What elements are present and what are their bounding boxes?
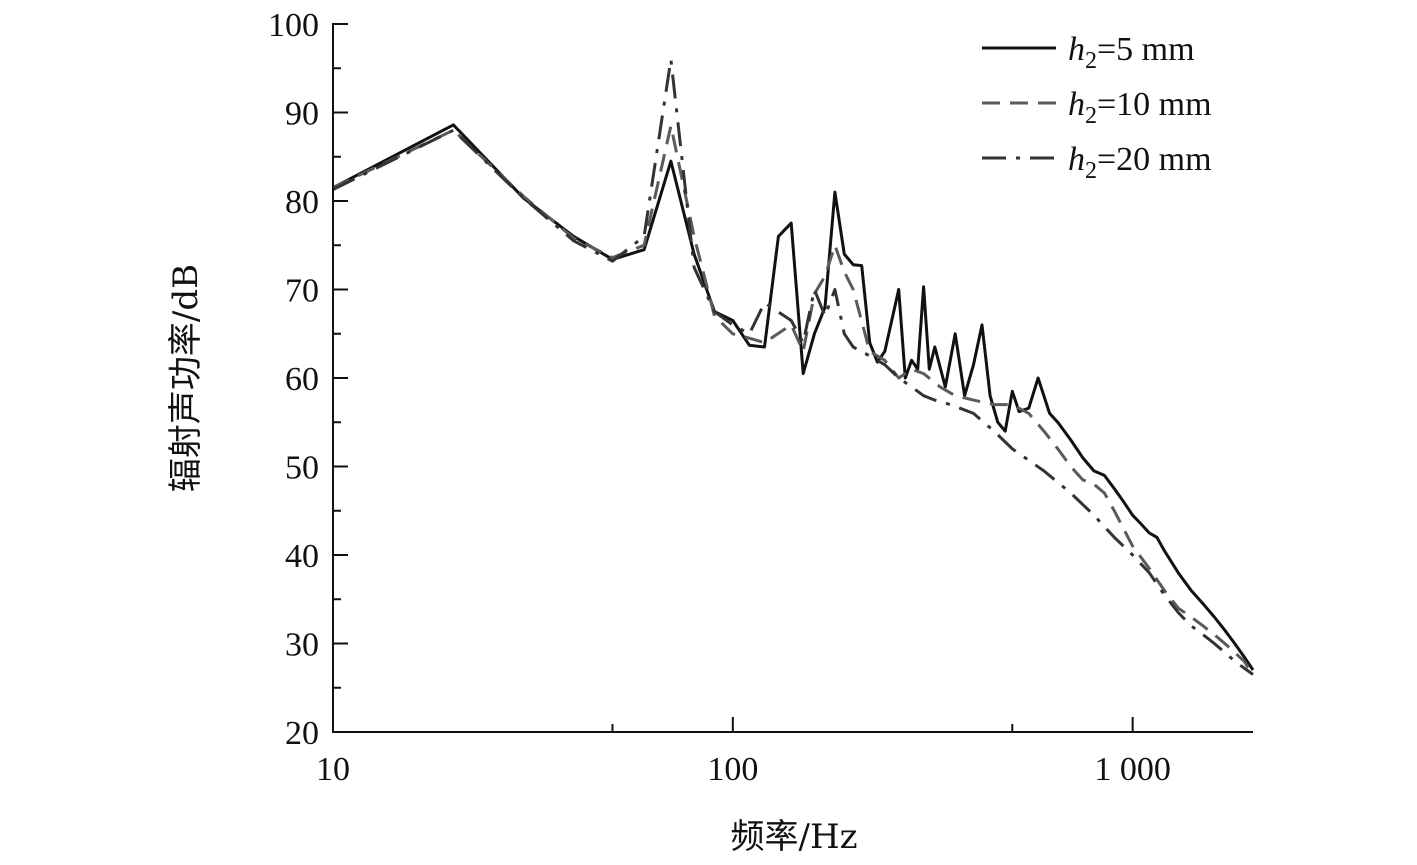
series-line-2 (332, 124, 1255, 676)
y-axis-title: 辐射声功率/dB (166, 264, 206, 492)
plot-lines (332, 57, 1255, 676)
y-tick-label: 50 (285, 450, 319, 487)
legend-label-3: h2=20 mm (1068, 141, 1212, 184)
y-tick-label: 80 (285, 184, 319, 221)
legend-label-1: h2=5 mm (1068, 31, 1195, 74)
y-tick-label: 100 (268, 7, 319, 44)
x-tick-label: 100 (707, 751, 758, 788)
y-ticks: 20 30 40 50 60 70 80 90 100 (268, 7, 348, 752)
x-tick-label: 10 (316, 751, 350, 788)
y-tick-label: 60 (285, 361, 319, 398)
legend-label-2: h2=10 mm (1068, 86, 1212, 129)
x-ticks: 10 100 1 000 (316, 717, 1171, 788)
y-tick-label: 70 (285, 273, 319, 310)
series-line-1 (332, 123, 1255, 671)
legend: h2=5 mm h2=10 mm h2=20 mm (982, 31, 1212, 184)
series-line-3 (332, 57, 1254, 676)
x-tick-label: 1 000 (1094, 751, 1171, 788)
y-tick-label: 90 (285, 96, 319, 133)
y-tick-label: 30 (285, 627, 319, 664)
x-axis-title: 频率/Hz (730, 817, 857, 857)
y-tick-label: 20 (285, 715, 319, 752)
axes: 20 30 40 50 60 70 80 90 100 10 100 1 000 (268, 7, 1253, 788)
y-tick-label: 40 (285, 538, 319, 575)
